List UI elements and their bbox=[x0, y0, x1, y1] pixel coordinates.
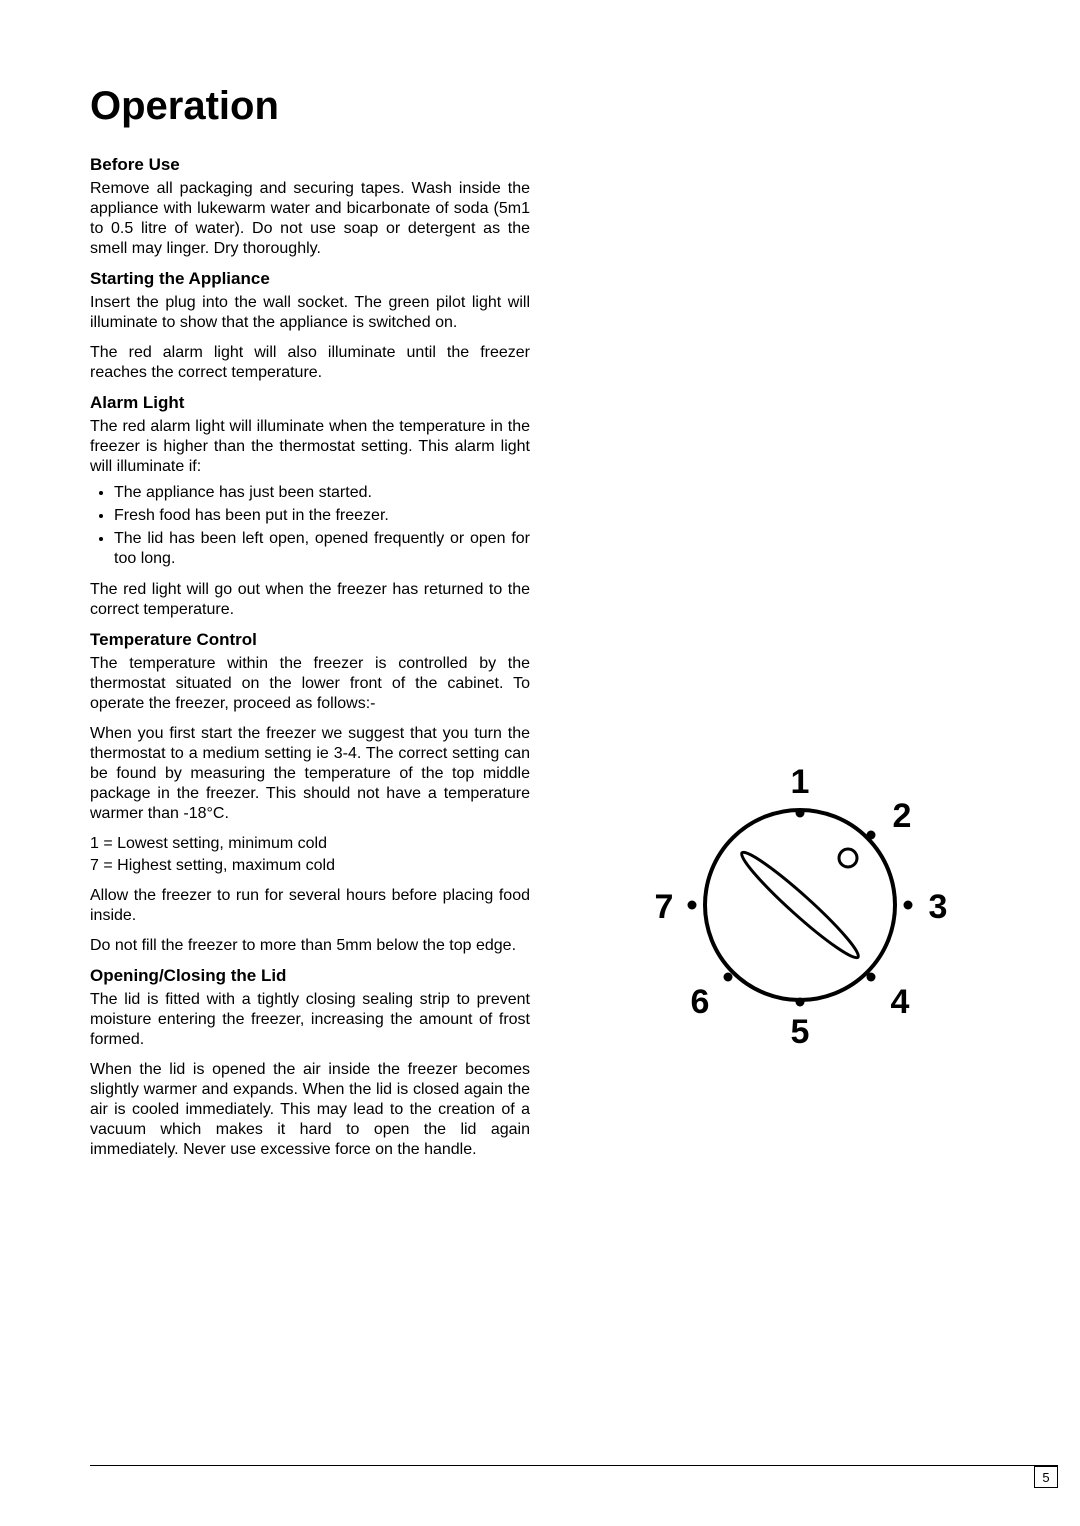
column-layout: Before Use Remove all packaging and secu… bbox=[90, 145, 1008, 1170]
para-before-use-1: Remove all packaging and securing tapes.… bbox=[90, 179, 530, 259]
dial-dot-1 bbox=[796, 809, 805, 818]
heading-lid: Opening/Closing the Lid bbox=[90, 966, 530, 986]
para-temp-6: Do not fill the freezer to more than 5mm… bbox=[90, 936, 530, 956]
page-title: Operation bbox=[90, 84, 1008, 129]
dial-dot-5 bbox=[796, 998, 805, 1007]
left-column: Before Use Remove all packaging and secu… bbox=[90, 145, 530, 1170]
dial-label-3: 3 bbox=[929, 888, 948, 926]
para-alarm-2: The red light will go out when the freez… bbox=[90, 580, 530, 620]
document-page: Operation Before Use Remove all packagin… bbox=[0, 0, 1080, 1526]
heading-temp: Temperature Control bbox=[90, 630, 530, 650]
para-temp-1: The temperature within the freezer is co… bbox=[90, 654, 530, 714]
dial-dot-6 bbox=[724, 973, 733, 982]
dial-svg: 1 2 3 4 5 6 7 bbox=[590, 755, 1010, 1055]
dial-dot-7 bbox=[688, 901, 697, 910]
para-alarm-1: The red alarm light will illuminate when… bbox=[90, 417, 530, 477]
para-temp-3: 1 = Lowest setting, minimum cold bbox=[90, 834, 530, 854]
para-starting-2: The red alarm light will also illuminate… bbox=[90, 343, 530, 383]
dial-label-6: 6 bbox=[691, 983, 710, 1021]
para-lid-1: The lid is fitted with a tightly closing… bbox=[90, 990, 530, 1050]
para-temp-4: 7 = Highest setting, maximum cold bbox=[90, 856, 530, 876]
para-temp-2: When you first start the freezer we sugg… bbox=[90, 724, 530, 824]
page-number: 5 bbox=[1042, 1470, 1049, 1485]
dial-recess-circle bbox=[839, 849, 857, 867]
list-item: The lid has been left open, opened frequ… bbox=[114, 529, 530, 571]
page-number-box: 5 bbox=[1034, 1466, 1058, 1488]
footer-rule bbox=[90, 1465, 1058, 1466]
alarm-bullet-list: The appliance has just been started. Fre… bbox=[90, 483, 530, 570]
list-item: Fresh food has been put in the freezer. bbox=[114, 506, 530, 527]
dial-label-5: 5 bbox=[791, 1013, 810, 1051]
dial-label-1: 1 bbox=[791, 763, 810, 801]
dial-label-7: 7 bbox=[655, 888, 674, 926]
heading-starting: Starting the Appliance bbox=[90, 269, 530, 289]
para-temp-5: Allow the freezer to run for several hou… bbox=[90, 886, 530, 926]
list-item: The appliance has just been started. bbox=[114, 483, 530, 504]
para-starting-1: Insert the plug into the wall socket. Th… bbox=[90, 293, 530, 333]
dial-label-2: 2 bbox=[893, 797, 912, 835]
dial-label-4: 4 bbox=[891, 983, 910, 1021]
heading-alarm: Alarm Light bbox=[90, 393, 530, 413]
dial-dot-4 bbox=[867, 973, 876, 982]
right-column: 1 2 3 4 5 6 7 bbox=[570, 145, 1008, 1170]
dial-dot-2 bbox=[867, 831, 876, 840]
para-lid-2: When the lid is opened the air inside th… bbox=[90, 1060, 530, 1160]
thermostat-dial-diagram: 1 2 3 4 5 6 7 bbox=[590, 755, 1010, 1055]
heading-before-use: Before Use bbox=[90, 155, 530, 175]
dial-dot-3 bbox=[904, 901, 913, 910]
